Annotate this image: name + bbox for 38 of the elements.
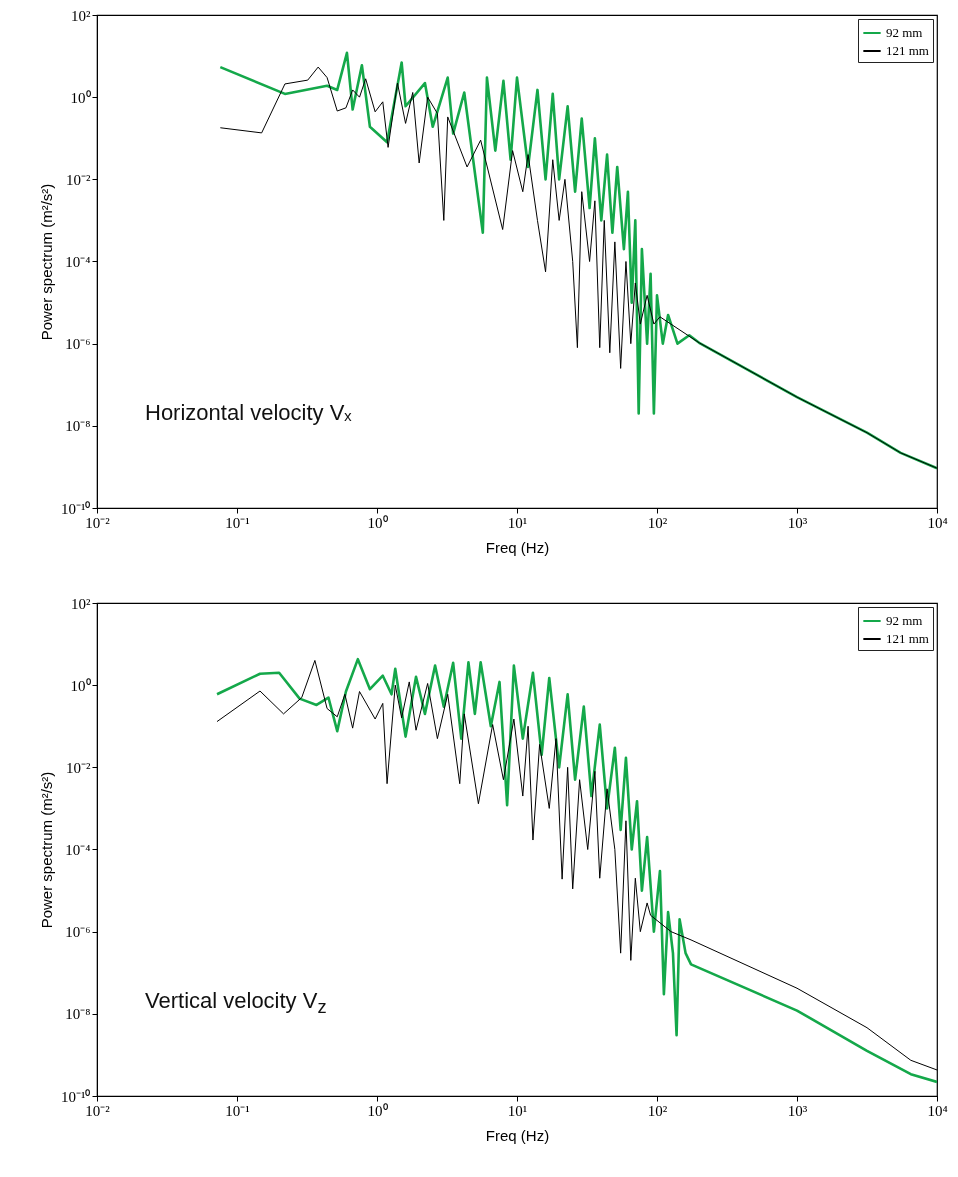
- x-tick-label: 10¹: [507, 1102, 528, 1119]
- x-tick-label: 10⁻²: [85, 514, 111, 531]
- x-tick-label: 10³: [787, 1102, 808, 1119]
- y-tick-label: 10⁻⁶: [65, 924, 91, 941]
- y-tick-label: 10²: [71, 595, 91, 612]
- x-tick-label: 10⁰: [367, 514, 388, 531]
- annotation: Horizontal velocity Vₓ: [145, 399, 352, 426]
- y-tick-label: 10⁰: [70, 677, 91, 694]
- x-axis-title: Freq (Hz): [485, 538, 550, 556]
- y-tick-label: 10⁰: [70, 89, 91, 106]
- x-tick-label: 10⁻²: [85, 1102, 111, 1119]
- y-tick-label: 10⁻⁴: [65, 254, 91, 270]
- y-tick-label: 10⁻²: [66, 171, 91, 188]
- y-tick-label: 10⁻⁸: [65, 1006, 91, 1023]
- y-tick-label: 10⁻²: [66, 759, 91, 776]
- legend-label: 92 mm: [886, 25, 923, 40]
- y-tick-label: 10⁻⁴: [65, 842, 91, 858]
- y-tick-label: 10⁻¹⁰: [61, 1088, 91, 1105]
- legend-label: 92 mm: [886, 613, 923, 628]
- x-tick-label: 10⁴: [927, 1102, 948, 1119]
- x-tick-label: 10⁻¹: [225, 514, 250, 531]
- y-axis-title: Power spectrum (m²/s²): [38, 183, 55, 341]
- x-axis-title: Freq (Hz): [485, 1126, 550, 1144]
- x-tick-label: 10¹: [507, 514, 528, 531]
- y-tick-label: 10⁻⁸: [65, 418, 91, 435]
- x-tick-label: 10²: [647, 1102, 668, 1119]
- y-tick-label: 10⁻⁶: [65, 336, 91, 353]
- y-tick-label: 10⁻¹⁰: [61, 500, 91, 517]
- x-tick-label: 10⁴: [927, 514, 948, 531]
- legend-label: 121 mm: [886, 43, 929, 58]
- x-tick-label: 10³: [787, 514, 808, 531]
- annotation: Vertical velocity V$_{z}$: [145, 987, 327, 1018]
- x-tick-label: 10⁰: [367, 1102, 388, 1119]
- y-axis-title: Power spectrum (m²/s²): [38, 771, 55, 929]
- y-tick-label: 10²: [71, 7, 91, 24]
- legend-label: 121 mm: [886, 631, 929, 646]
- x-tick-label: 10²: [647, 514, 668, 531]
- x-tick-label: 10⁻¹: [225, 1102, 250, 1119]
